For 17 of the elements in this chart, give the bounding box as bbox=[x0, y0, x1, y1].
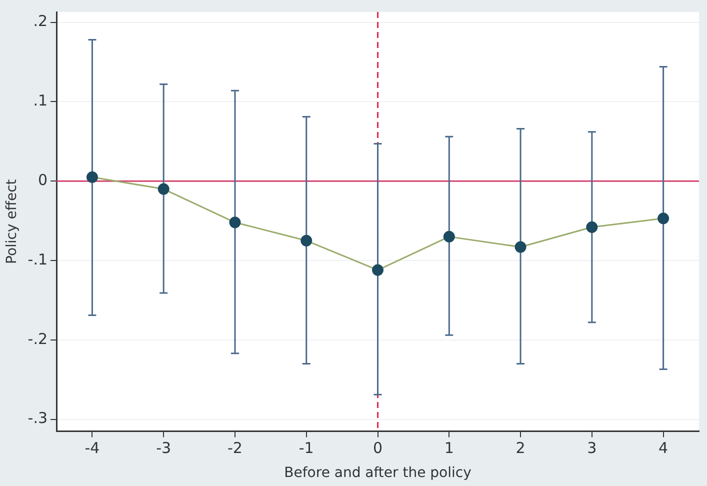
y-tick-label: .1 bbox=[33, 92, 48, 110]
x-tick-label: 0 bbox=[372, 439, 383, 458]
x-tick-label: -4 bbox=[84, 439, 100, 458]
x-tick-label: 3 bbox=[587, 439, 597, 458]
y-tick-label: -.2 bbox=[28, 330, 48, 348]
x-tick-label: 2 bbox=[516, 439, 526, 458]
x-axis-title: Before and after the policy bbox=[284, 465, 472, 482]
x-tick-label: -1 bbox=[298, 439, 314, 458]
y-tick-label: .2 bbox=[33, 12, 48, 30]
y-axis-title: Policy effect bbox=[4, 178, 20, 264]
y-tick-label: 0 bbox=[38, 171, 48, 189]
x-tick-label: -3 bbox=[156, 439, 172, 458]
x-tick-label: 1 bbox=[444, 439, 454, 458]
x-tick-label: 4 bbox=[658, 439, 668, 458]
y-tick-label: -.3 bbox=[28, 409, 48, 428]
x-tick-label: -2 bbox=[228, 439, 242, 458]
y-tick-label: -.1 bbox=[28, 250, 48, 268]
